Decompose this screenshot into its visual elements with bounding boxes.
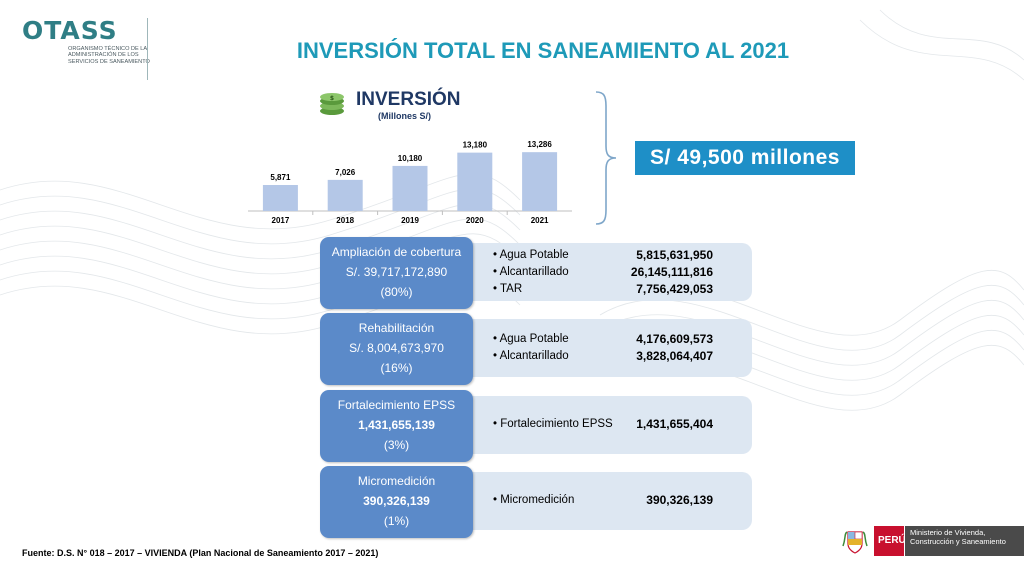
page-title: INVERSIÓN TOTAL EN SANEAMIENTO AL 2021 <box>296 38 790 63</box>
x-tick-label: 2018 <box>336 216 354 225</box>
bar-2018 <box>327 179 363 211</box>
category-value: S/. 8,004,673,970 <box>349 341 444 355</box>
bar-2017 <box>262 184 298 211</box>
x-tick-label: 2019 <box>401 216 419 225</box>
bar-2021 <box>522 152 558 211</box>
item-name: • TAR <box>493 283 523 295</box>
item-name: • Fortalecimiento EPSS <box>493 418 613 430</box>
item-row: • Agua Potable 5,815,631,950 <box>493 247 733 264</box>
item-name: • Agua Potable <box>493 249 569 261</box>
category-name: Rehabilitación <box>358 321 435 335</box>
chart-header: $ INVERSIÓN (Millones S/) <box>318 90 461 121</box>
category-box: Rehabilitación S/. 8,004,673,970 (16%) <box>320 313 473 385</box>
bar-2020 <box>457 152 493 211</box>
ministry-label: Ministerio de Vivienda, Construcción y S… <box>905 526 1024 556</box>
category-pct: (3%) <box>383 438 410 452</box>
source-note: Fuente: D.S. N° 018 – 2017 – VIVIENDA (P… <box>22 548 379 558</box>
category-box: Micromedición 390,326,139 (1%) <box>320 466 473 538</box>
item-row: • Fortalecimiento EPSS 1,431,655,404 <box>493 416 733 433</box>
logo-divider <box>147 18 148 80</box>
category-name: Ampliación de cobertura <box>331 245 462 259</box>
item-amount: 4,176,609,573 <box>636 332 713 346</box>
item-name: • Micromedición <box>493 494 575 506</box>
item-amount: 7,756,429,053 <box>636 282 713 296</box>
item-name: • Alcantarillado <box>493 266 569 278</box>
item-amount: 390,326,139 <box>646 493 713 507</box>
peru-label: PERÚ <box>874 526 906 556</box>
category-items: • Agua Potable 4,176,609,573 • Alcantari… <box>493 331 733 365</box>
x-tick-label: 2020 <box>466 216 484 225</box>
category-detail-panel <box>460 472 752 530</box>
item-row: • Alcantarillado 26,145,111,816 <box>493 264 733 281</box>
category-pct: (1%) <box>383 514 410 528</box>
category-detail-panel <box>460 243 752 301</box>
government-logo: PERÚ Ministerio de Vivienda, Construcció… <box>840 526 1024 556</box>
category-box: Ampliación de cobertura S/. 39,717,172,8… <box>320 237 473 309</box>
category-name: Micromedición <box>357 474 436 488</box>
coins-icon: $ <box>320 93 344 115</box>
item-amount: 26,145,111,816 <box>630 265 713 279</box>
category-detail-panel <box>460 396 752 454</box>
item-name: • Agua Potable <box>493 333 569 345</box>
logo-subtitle: Organismo Técnico de la Administración d… <box>68 46 150 65</box>
investment-bar-chart: 5,871 2017 7,026 2018 10,180 2019 13,180 2020 13… <box>248 140 572 225</box>
chart-title: INVERSIÓN <box>356 89 461 110</box>
category-pct: (16%) <box>380 361 413 375</box>
category-items: • Micromedición 390,326,139 <box>493 492 733 509</box>
total-investment: S/ 49,500 millones <box>635 141 855 175</box>
item-name: • Alcantarillado <box>493 350 569 362</box>
right-brace <box>595 91 617 225</box>
category-detail-panel <box>460 319 752 377</box>
item-row: • Agua Potable 4,176,609,573 <box>493 331 733 348</box>
x-tick-label: 2017 <box>272 216 290 225</box>
data-label: 7,026 <box>335 168 356 177</box>
category-value: 1,431,655,139 <box>358 418 435 432</box>
item-row: • Alcantarillado 3,828,064,407 <box>493 348 733 365</box>
bar-2019 <box>392 165 428 211</box>
data-label: 5,871 <box>270 173 291 182</box>
item-row: • TAR 7,756,429,053 <box>493 281 733 298</box>
category-value: S/. 39,717,172,890 <box>345 265 448 279</box>
chart-subtitle: (Millones S/) <box>378 111 432 121</box>
data-label: 13,286 <box>527 140 552 149</box>
item-row: • Micromedición 390,326,139 <box>493 492 733 509</box>
item-amount: 3,828,064,407 <box>636 349 713 363</box>
item-amount: 1,431,655,404 <box>636 417 713 431</box>
category-pct: (80%) <box>380 285 413 299</box>
item-amount: 5,815,631,950 <box>636 248 713 262</box>
category-value: 390,326,139 <box>363 494 430 508</box>
data-label: 10,180 <box>398 154 423 163</box>
x-tick-label: 2021 <box>531 216 549 225</box>
category-name: Fortalecimiento EPSS <box>337 398 456 412</box>
data-label: 13,180 <box>463 141 488 150</box>
logo-wordmark: OTASS <box>22 16 118 45</box>
coat-of-arms-icon <box>842 531 868 554</box>
category-items: • Agua Potable 5,815,631,950 • Alcantari… <box>493 247 733 298</box>
category-box: Fortalecimiento EPSS 1,431,655,139 (3%) <box>320 390 473 462</box>
svg-text:$: $ <box>330 95 334 102</box>
category-items: • Fortalecimiento EPSS 1,431,655,404 <box>493 416 733 433</box>
otass-logo: OTASS Organismo Técnico de la Administra… <box>22 18 158 65</box>
